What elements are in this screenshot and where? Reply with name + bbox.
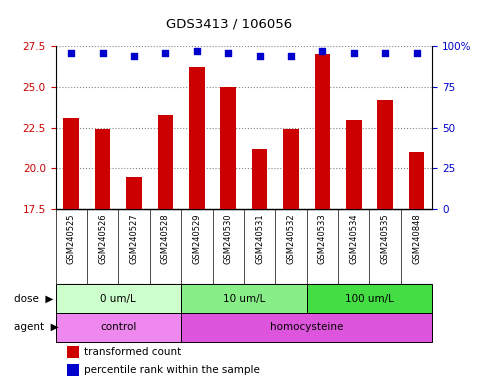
Bar [307,284,432,313]
Bar [220,87,236,209]
Text: percentile rank within the sample: percentile rank within the sample [84,365,260,375]
Bar [67,364,79,376]
Bar [181,313,432,342]
Point [68,50,75,56]
Text: GSM240528: GSM240528 [161,213,170,264]
Text: dose  ▶: dose ▶ [14,293,54,304]
Text: control: control [100,322,137,333]
Bar [189,67,205,209]
Text: 100 um/L: 100 um/L [345,293,394,304]
Point [287,53,295,59]
Bar [346,119,362,209]
Text: GSM240527: GSM240527 [129,213,139,264]
Text: GSM240533: GSM240533 [318,213,327,264]
Bar [409,152,425,209]
Text: GSM240535: GSM240535 [381,213,390,264]
Bar [126,177,142,209]
Bar [181,284,307,313]
Bar [377,100,393,209]
Text: GSM240848: GSM240848 [412,213,421,264]
Bar [56,284,181,313]
Point [161,50,170,56]
Text: GSM240526: GSM240526 [98,213,107,264]
Bar [63,118,79,209]
Point [319,48,327,54]
Bar [283,129,299,209]
Text: GSM240530: GSM240530 [224,213,233,264]
Bar [95,129,111,209]
Point [193,48,201,54]
Point [256,53,264,59]
Bar [314,54,330,209]
Bar [67,346,79,358]
Text: GSM240532: GSM240532 [286,213,296,264]
Text: homocysteine: homocysteine [270,322,343,333]
Text: GSM240534: GSM240534 [349,213,358,264]
Text: GDS3413 / 106056: GDS3413 / 106056 [166,18,293,31]
Text: transformed count: transformed count [84,347,181,357]
Point [130,53,138,59]
Text: GSM240529: GSM240529 [192,213,201,263]
Bar [252,149,268,209]
Point [99,50,107,56]
Text: GSM240525: GSM240525 [67,213,76,263]
Point [224,50,232,56]
Point [412,50,420,56]
Text: 10 um/L: 10 um/L [223,293,265,304]
Text: GSM240531: GSM240531 [255,213,264,264]
Point [350,50,357,56]
Bar [56,313,181,342]
Text: 0 um/L: 0 um/L [100,293,136,304]
Text: agent  ▶: agent ▶ [14,322,59,333]
Bar [157,115,173,209]
Point [382,50,389,56]
